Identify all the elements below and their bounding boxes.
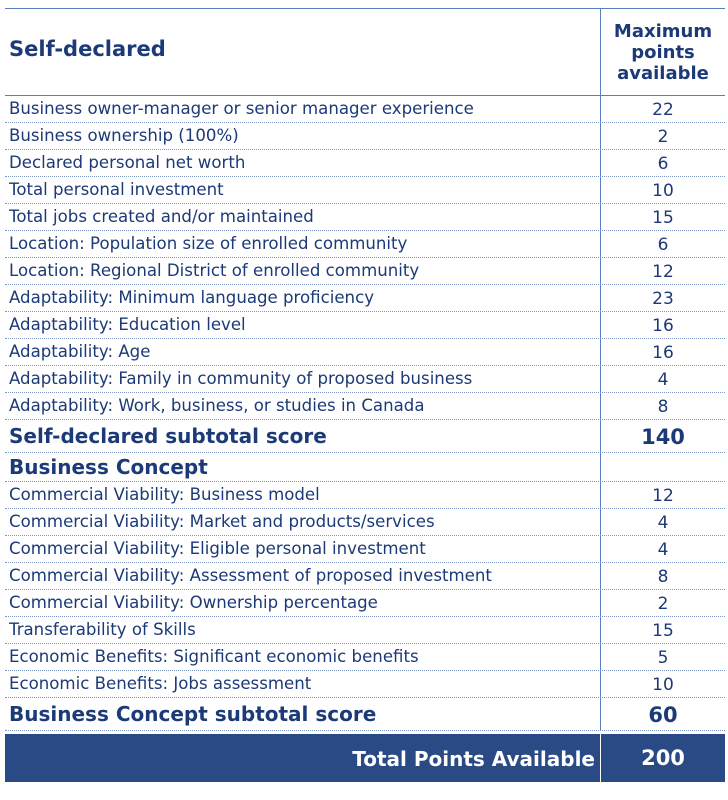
table-row: Adaptability: Education level 16 <box>5 312 725 339</box>
criterion-label: Total jobs created and/or maintained <box>9 207 314 226</box>
table-row: Commercial Viability: Assessment of prop… <box>5 563 725 590</box>
criterion-points: 8 <box>600 393 725 419</box>
table-row: Commercial Viability: Ownership percenta… <box>5 590 725 617</box>
criterion-points: 4 <box>600 509 725 535</box>
total-row: Total Points Available 200 <box>5 734 725 782</box>
criterion-points: 2 <box>600 590 725 616</box>
criterion-points: 16 <box>600 339 725 365</box>
criterion-points: 5 <box>600 644 725 670</box>
subtotal-label: Business Concept subtotal score <box>9 702 377 726</box>
criterion-points: 6 <box>600 150 725 176</box>
table-row: Business ownership (100%) 2 <box>5 123 725 150</box>
criterion-label: Adaptability: Family in community of pro… <box>9 369 473 388</box>
business-concept-rows: Commercial Viability: Business model 12 Co… <box>5 482 725 698</box>
criterion-points: 23 <box>600 285 725 311</box>
criterion-label: Total personal investment <box>9 180 224 199</box>
criterion-label: Location: Regional District of enrolled … <box>9 261 420 280</box>
criterion-points: 2 <box>600 123 725 149</box>
points-table: Self-declared Maximum points available B… <box>5 8 725 782</box>
criterion-points: 4 <box>600 366 725 392</box>
criterion-label: Declared personal net worth <box>9 153 246 172</box>
subtotal-points: 140 <box>600 420 725 452</box>
total-label: Total Points Available <box>352 747 595 771</box>
subtotal-label: Self-declared subtotal score <box>9 424 327 448</box>
criterion-points: 16 <box>600 312 725 338</box>
criterion-points: 15 <box>600 204 725 230</box>
table-row: Adaptability: Age 16 <box>5 339 725 366</box>
criterion-points: 22 <box>600 96 725 122</box>
total-points: 200 <box>600 734 725 782</box>
criterion-label: Commercial Viability: Assessment of prop… <box>9 566 492 585</box>
criterion-label: Business ownership (100%) <box>9 126 239 145</box>
table-row: Total jobs created and/or maintained 15 <box>5 204 725 231</box>
table-row: Location: Population size of enrolled co… <box>5 231 725 258</box>
criterion-label: Commercial Viability: Market and product… <box>9 512 435 531</box>
subtotal-points: 60 <box>600 698 725 730</box>
criterion-label: Adaptability: Age <box>9 342 151 361</box>
criterion-points: 12 <box>600 258 725 284</box>
points-column-header: Maximum points available <box>600 9 725 95</box>
table-row: Declared personal net worth 6 <box>5 150 725 177</box>
business-concept-subtotal-row: Business Concept subtotal score 60 <box>5 698 725 731</box>
criterion-label: Commercial Viability: Business model <box>9 485 320 504</box>
criterion-label: Economic Benefits: Jobs assessment <box>9 674 312 693</box>
empty-points-cell <box>600 453 725 481</box>
criterion-points: 12 <box>600 482 725 508</box>
table-row: Business owner-manager or senior manager… <box>5 96 725 123</box>
table-row: Commercial Viability: Eligible personal … <box>5 536 725 563</box>
table-row: Adaptability: Family in community of pro… <box>5 366 725 393</box>
criterion-label: Commercial Viability: Ownership percenta… <box>9 593 378 612</box>
criterion-label: Adaptability: Education level <box>9 315 246 334</box>
points-header-line: available <box>617 62 709 84</box>
table-row: Location: Regional District of enrolled … <box>5 258 725 285</box>
criterion-points: 10 <box>600 671 725 697</box>
criterion-label: Transferability of Skills <box>9 620 196 639</box>
business-concept-heading: Business Concept <box>9 455 208 479</box>
self-declared-heading: Self-declared <box>9 37 166 61</box>
criterion-points: 10 <box>600 177 725 203</box>
criterion-points: 8 <box>600 563 725 589</box>
criterion-points: 15 <box>600 617 725 643</box>
criterion-label: Adaptability: Minimum language proficien… <box>9 288 375 307</box>
criterion-points: 6 <box>600 231 725 257</box>
table-row: Transferability of Skills 15 <box>5 617 725 644</box>
table-row: Economic Benefits: Significant economic … <box>5 644 725 671</box>
table-header: Self-declared Maximum points available <box>5 8 725 96</box>
criterion-label: Economic Benefits: Significant economic … <box>9 647 419 666</box>
table-row: Economic Benefits: Jobs assessment 10 <box>5 671 725 698</box>
points-header-line: points <box>631 41 695 63</box>
criterion-label: Location: Population size of enrolled co… <box>9 234 408 253</box>
business-concept-heading-row: Business Concept <box>5 453 725 482</box>
criterion-label: Adaptability: Work, business, or studies… <box>9 396 425 415</box>
criterion-points: 4 <box>600 536 725 562</box>
table-row: Total personal investment 10 <box>5 177 725 204</box>
points-header-line: Maximum <box>613 20 713 42</box>
table-row: Commercial Viability: Market and product… <box>5 509 725 536</box>
table-row: Commercial Viability: Business model 12 <box>5 482 725 509</box>
table-row: Adaptability: Work, business, or studies… <box>5 393 725 420</box>
table-row: Adaptability: Minimum language proficien… <box>5 285 725 312</box>
self-declared-subtotal-row: Self-declared subtotal score 140 <box>5 420 725 453</box>
self-declared-rows: Business owner-manager or senior manager… <box>5 96 725 420</box>
criterion-label: Commercial Viability: Eligible personal … <box>9 539 426 558</box>
criterion-label: Business owner-manager or senior manager… <box>9 99 474 118</box>
